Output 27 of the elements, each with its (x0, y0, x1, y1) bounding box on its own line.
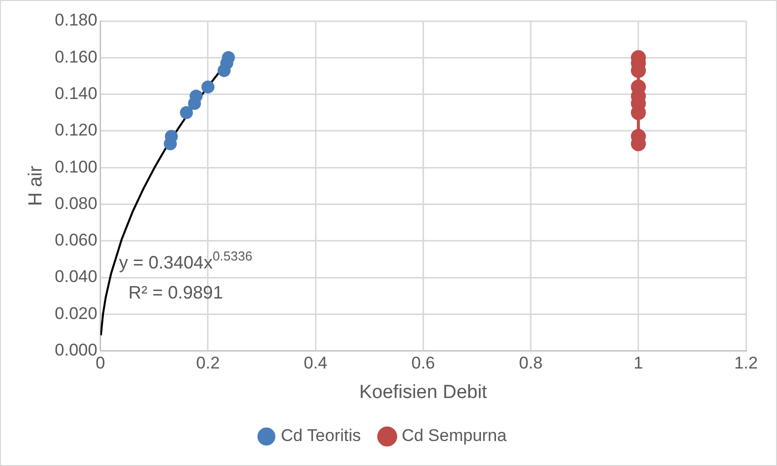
point (164, 130, 178, 143)
y-tick-label: 0.040 (54, 267, 98, 286)
x-tick-label: 0.2 (196, 354, 220, 373)
y-tick-label: 0.020 (54, 304, 98, 323)
y-axis-title: H air (26, 165, 47, 206)
y-tick-label: 0.080 (54, 194, 98, 213)
y-tick-label: 0.160 (54, 47, 98, 66)
y-tick-label: 0.180 (54, 10, 98, 30)
x-tick-label: 0.8 (518, 354, 543, 373)
y-tick-label: 0.140 (54, 84, 98, 103)
y-tick-label: 0.000 (54, 340, 98, 360)
point (180, 106, 193, 120)
x-tick-label: 1.2 (734, 354, 758, 373)
point (222, 51, 235, 64)
y-tick-label: 0.100 (54, 157, 98, 176)
legend-label: Cd Sempurna (402, 426, 508, 446)
x-tick-label: 0.4 (304, 354, 328, 373)
legend-label: Cd Teoritis (280, 426, 361, 446)
x-tick-label: 1 (634, 354, 644, 373)
y-tick-label: 0.060 (54, 230, 98, 250)
point (190, 90, 203, 103)
y-tick-label: 0.120 (54, 120, 98, 140)
point (201, 80, 214, 94)
x-tick-label: 0 (96, 354, 106, 373)
x-tick-label: 0.6 (411, 354, 435, 373)
annotation: R² = 0.9891 (128, 282, 223, 302)
x-axis-title: Koefisien Debit (359, 382, 488, 403)
